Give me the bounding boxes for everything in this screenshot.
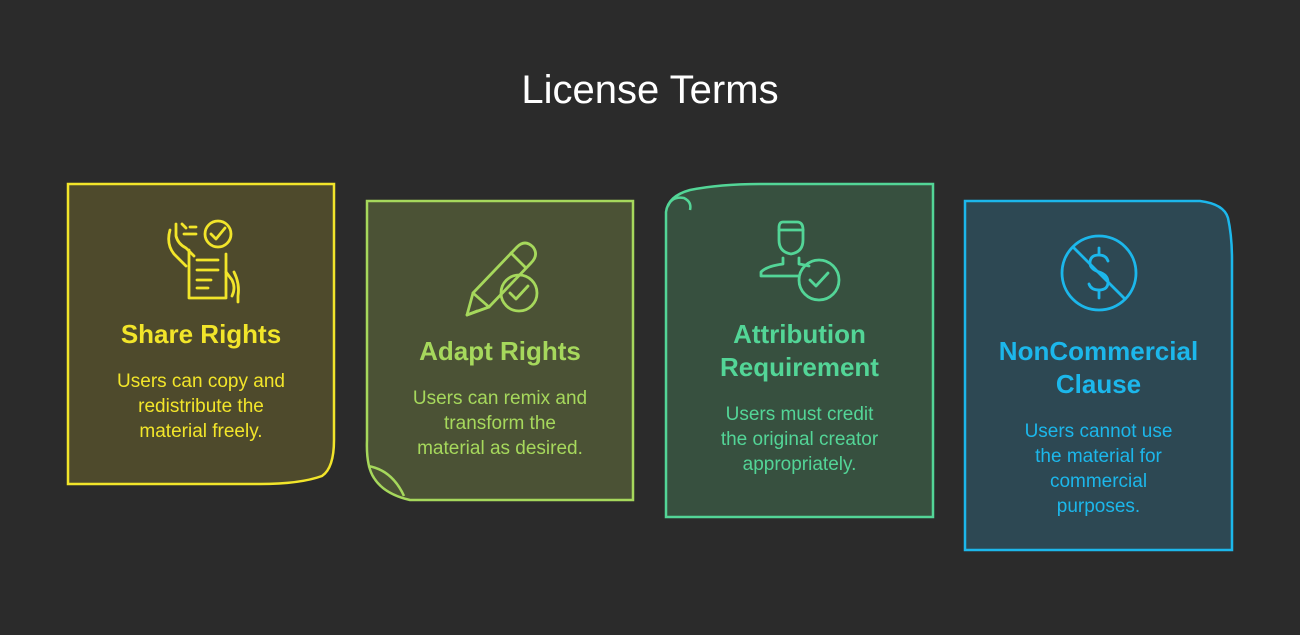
adapt-rights-description: Users can remix and transform the materi… (412, 388, 588, 459)
noncommercial-card: NonCommercial Clause Users cannot use th… (965, 231, 1232, 519)
attribution-curl (666, 196, 692, 211)
attribution-description: Users must credit the original creator a… (720, 404, 879, 475)
attribution-card-shape (664, 182, 935, 519)
adapt-rights-card: Adapt Rights Users can remix and transfo… (367, 231, 633, 461)
share-rights-heading: Share Rights (120, 319, 282, 349)
adapt-rights-curl (367, 464, 406, 497)
document-share-icon (167, 219, 240, 304)
share-rights-description: Users can copy and redistribute the mate… (117, 371, 285, 442)
share-rights-card: Share Rights Users can copy and redistri… (68, 214, 334, 444)
noncommercial-heading: NonCommercial Clause (998, 336, 1199, 399)
pencil-check-icon (465, 241, 539, 317)
attribution-card: Attribution Requirement Users must credi… (666, 214, 933, 477)
adapt-rights-heading: Adapt Rights (419, 336, 581, 366)
adapt-rights-card-shape (365, 199, 635, 502)
noncommercial-description: Users cannot use the material for commer… (1024, 421, 1173, 517)
share-rights-card-shape (66, 182, 336, 486)
attribution-heading: Attribution Requirement (720, 319, 879, 382)
diagram-title: License Terms (521, 68, 779, 112)
no-dollar-icon (1060, 234, 1137, 312)
noncommercial-card-shape (963, 199, 1234, 552)
user-check-icon (759, 220, 840, 302)
